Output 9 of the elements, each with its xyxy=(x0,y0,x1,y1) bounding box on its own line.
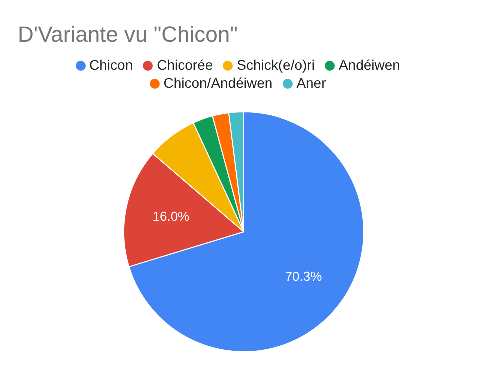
legend-label: Schick(e/o)ri xyxy=(237,57,315,73)
legend-label: Aner xyxy=(296,75,326,91)
legend-label: Chicorée xyxy=(157,57,214,73)
legend-label: Chicon/Andéiwen xyxy=(164,75,273,91)
legend-label: Andéiwen xyxy=(338,57,400,73)
chart-title: D'Variante vu "Chicon" xyxy=(18,22,238,48)
legend-label: Chicon xyxy=(90,57,134,73)
data-label: 16.0% xyxy=(152,209,190,224)
data-label: 70.3% xyxy=(285,268,323,284)
